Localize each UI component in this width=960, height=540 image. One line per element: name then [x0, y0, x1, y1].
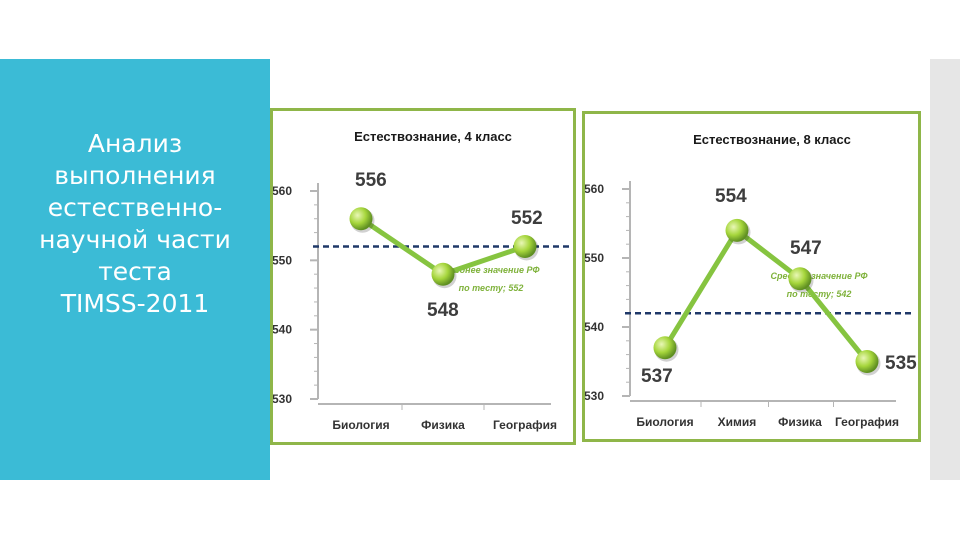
slide-title: Анализ выполнения естественно- научной ч…	[39, 129, 231, 318]
data-label: 552	[511, 208, 543, 229]
data-point	[431, 262, 455, 286]
data-label: 547	[790, 238, 822, 259]
average-annotation: Среднее значение РФ	[770, 271, 867, 281]
data-label: 537	[641, 366, 673, 387]
title-panel	[0, 59, 270, 480]
chart-science-grade8: Естествознание, 8 класс 560 550 540 530 Биоло…	[582, 111, 921, 442]
data-label: 535	[885, 353, 917, 374]
chart-svg: Естествознание, 8 класс 560 550 540 530 Биоло…	[585, 132, 917, 429]
chart-title: Естествознание, 8 класс	[693, 132, 851, 147]
data-point	[653, 336, 677, 360]
data-label: 548	[427, 300, 459, 321]
chart-science-grade4: Естествознание, 4 класс 560 550 540 530 Биоло…	[270, 108, 576, 445]
chart-title: Естествознание, 4 класс	[354, 129, 512, 144]
y-tick-label: 530	[273, 392, 292, 406]
data-point	[855, 350, 879, 373]
y-tick-label: 560	[585, 182, 604, 196]
data-point	[513, 234, 537, 258]
category-label: География	[493, 418, 557, 432]
category-label: Биология	[332, 418, 389, 432]
y-tick-label: 550	[585, 251, 604, 265]
category-label: Физика	[778, 415, 822, 429]
data-label: 554	[715, 186, 747, 207]
right-scroll-strip	[930, 59, 960, 480]
y-tick-label: 550	[273, 253, 292, 267]
data-point	[349, 207, 373, 231]
data-point	[725, 218, 749, 242]
average-annotation: Среднее значение РФ	[442, 265, 539, 275]
series-line	[662, 227, 869, 364]
category-label: География	[835, 415, 899, 429]
y-tick-label: 560	[273, 184, 292, 198]
data-label: 556	[355, 170, 387, 191]
average-annotation: по тесту; 542	[787, 289, 852, 299]
average-annotation: по тесту; 552	[459, 283, 524, 293]
y-tick-label: 530	[585, 389, 604, 403]
data-point	[788, 267, 812, 291]
y-tick-label: 540	[585, 320, 604, 334]
category-label: Химия	[718, 415, 757, 429]
chart-svg: Естествознание, 4 класс 560 550 540 530 Биоло…	[273, 129, 573, 432]
category-label: Биология	[636, 415, 693, 429]
y-tick-label: 540	[273, 323, 292, 337]
category-label: Физика	[421, 418, 465, 432]
